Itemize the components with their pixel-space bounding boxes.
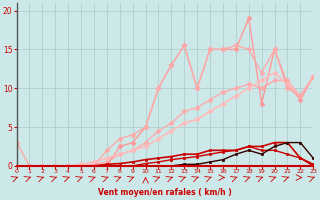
X-axis label: Vent moyen/en rafales ( km/h ): Vent moyen/en rafales ( km/h ): [98, 188, 232, 197]
